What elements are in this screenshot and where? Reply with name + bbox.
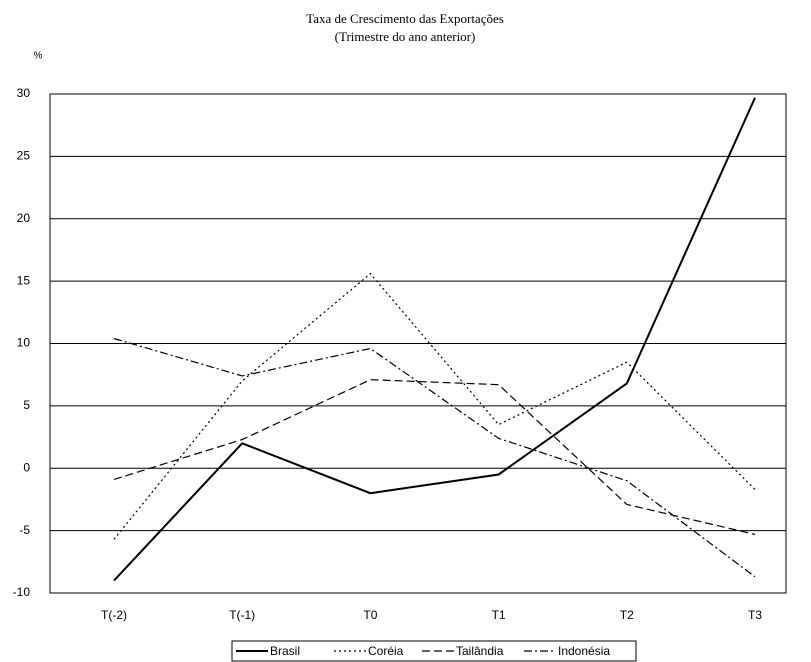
y-tick-label: 10 [17, 336, 31, 350]
legend-label: Indonésia [558, 644, 610, 658]
y-tick-label: 30 [17, 86, 31, 100]
x-tick-label: T(-1) [229, 608, 255, 622]
legend-label: Tailândia [456, 644, 504, 658]
x-tick-label: T1 [492, 608, 506, 622]
legend-label: Coréia [368, 644, 404, 658]
y-tick-label: -5 [19, 523, 30, 537]
x-tick-label: T3 [748, 608, 762, 622]
x-tick-label: T0 [363, 608, 377, 622]
y-axis-label: % [34, 51, 43, 62]
chart-subtitle: (Trimestre do ano anterior) [335, 29, 476, 44]
y-tick-label: -10 [13, 585, 31, 599]
series-line [113, 97, 756, 582]
x-tick-label: T(-2) [101, 608, 127, 622]
legend-label: Brasil [270, 644, 300, 658]
y-tick-label: 20 [17, 211, 31, 225]
x-tick-label: T2 [620, 608, 634, 622]
series-line [113, 379, 756, 535]
y-tick-label: 15 [17, 273, 31, 287]
y-tick-label: 25 [17, 149, 31, 163]
series-line [113, 272, 756, 540]
chart-title: Taxa de Crescimento das Exportações [306, 11, 504, 26]
y-tick-label: 5 [23, 398, 30, 412]
series-line [113, 337, 756, 578]
y-tick-label: 0 [23, 460, 30, 474]
